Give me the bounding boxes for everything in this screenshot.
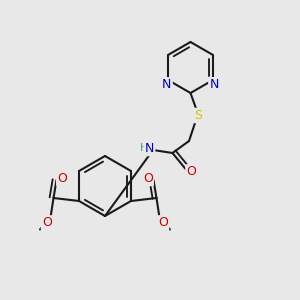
Text: N: N xyxy=(145,142,154,155)
Text: O: O xyxy=(143,172,153,185)
Text: H: H xyxy=(140,143,148,154)
Text: O: O xyxy=(187,165,196,178)
Text: S: S xyxy=(195,109,203,122)
Text: O: O xyxy=(158,216,168,230)
Text: O: O xyxy=(57,172,67,185)
Text: N: N xyxy=(162,78,172,91)
Text: O: O xyxy=(42,216,52,230)
Text: N: N xyxy=(209,78,219,91)
